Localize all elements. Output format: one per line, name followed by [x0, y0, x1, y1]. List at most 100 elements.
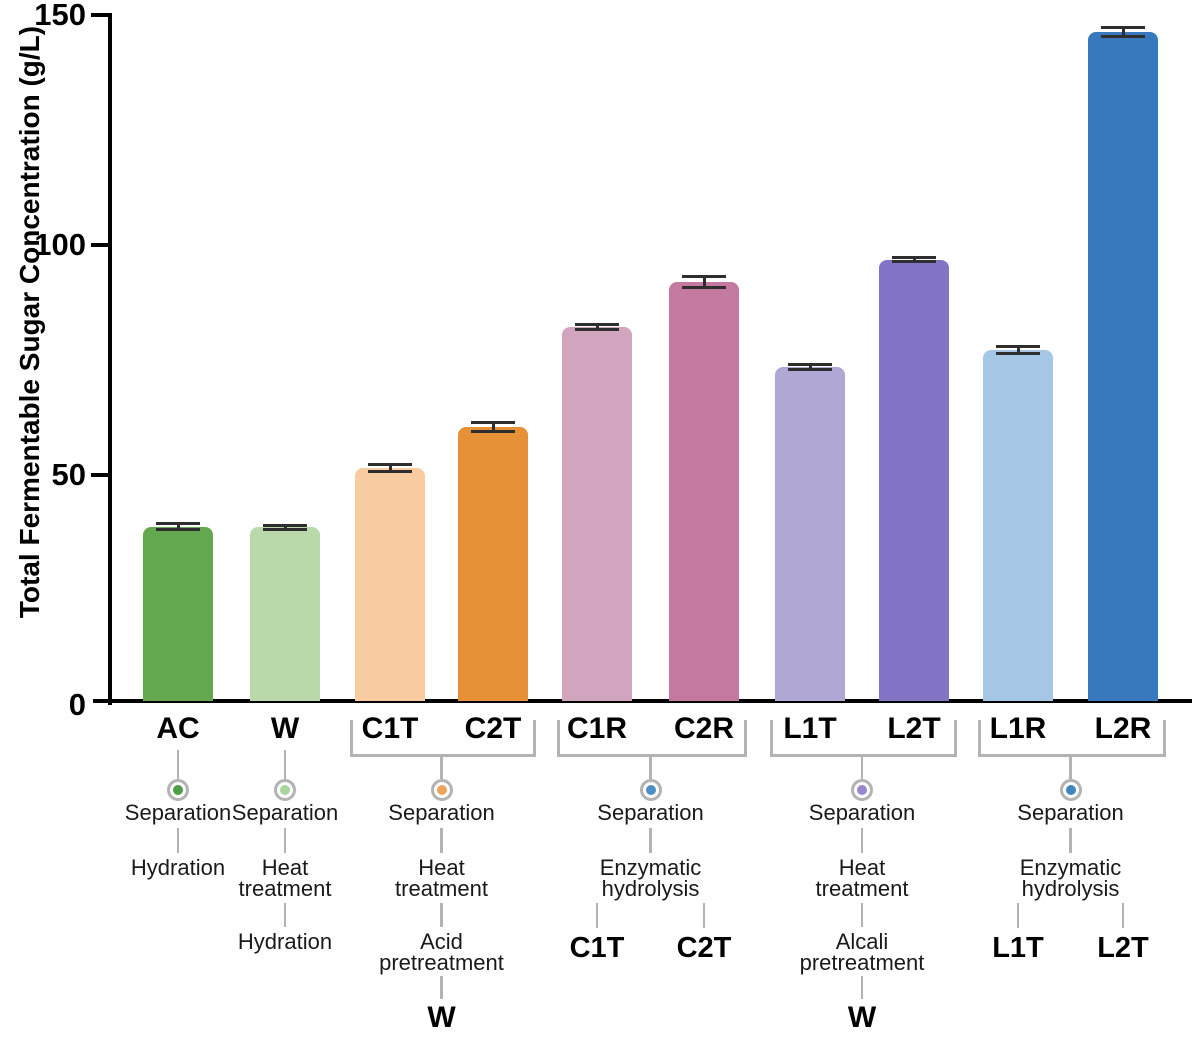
group-bracket-right-tick [744, 720, 747, 756]
y-tick [91, 13, 108, 17]
error-bar-stem [1122, 27, 1125, 37]
flow-node-dot [430, 779, 453, 801]
flow-branch-stem [702, 903, 706, 928]
flow-branch-stem [1121, 903, 1125, 928]
error-bar-cap-top [368, 462, 412, 466]
flow-step: Separation [231, 800, 339, 825]
flow-node-dot-fill [1065, 785, 1076, 795]
error-bar-cap-bottom [471, 430, 515, 434]
flow-connector [440, 976, 443, 999]
error-bar-cap-top [1101, 25, 1145, 29]
error-bar-cap-bottom [368, 470, 412, 474]
x-tick-label: C1R [566, 712, 627, 745]
flow-step: Separation [1017, 800, 1124, 825]
y-axis-title: Total Fermentable Sugar Concentration (g… [14, 25, 45, 619]
x-tick-label: C2R [673, 712, 734, 745]
error-bar-stem [492, 422, 495, 432]
flow-step: Hydration [237, 929, 333, 954]
flow-node-dot-fill [857, 785, 867, 795]
flow-step: Separation [597, 800, 704, 825]
group-bracket-right-tick [1163, 720, 1166, 756]
error-bar-cap-bottom [788, 368, 832, 372]
group-bracket-bar [557, 754, 747, 757]
x-axis-line [93, 699, 1192, 703]
flow-branch-label: L1T [992, 932, 1044, 964]
error-bar-cap-top [892, 256, 936, 260]
group-bracket-stem [860, 756, 864, 779]
group-bracket-left-tick [770, 720, 773, 756]
error-bar-cap-bottom [892, 260, 936, 264]
flow-node-dot [274, 779, 296, 801]
error-bar-cap-top [471, 421, 515, 425]
x-tick-label: C2T [464, 712, 522, 745]
flow-connector [860, 976, 864, 999]
error-bar-stem [389, 464, 392, 472]
flow-connector [440, 828, 443, 853]
y-tick-label: 150 [34, 0, 86, 32]
error-bar-cap-top [996, 345, 1040, 349]
bar [669, 281, 739, 701]
group-bracket-left-tick [978, 720, 981, 756]
flow-step: Heat treatment [395, 855, 488, 901]
group-bracket-stem [1069, 756, 1072, 779]
error-bar-stem [284, 525, 287, 530]
error-bar-cap-bottom [575, 327, 619, 331]
error-bar-stem [177, 523, 180, 530]
y-tick [91, 473, 108, 477]
error-bar-stem [596, 324, 599, 330]
group-bracket-right-tick [533, 720, 536, 756]
flow-node-dot [639, 779, 662, 801]
flow-node-dot [167, 779, 189, 801]
error-bar-cap-top [575, 323, 619, 327]
x-tick-label: L2T [887, 712, 941, 745]
flow-step: Heat treatment [238, 855, 332, 901]
y-tick-label: 0 [68, 687, 86, 722]
bar [458, 427, 528, 701]
flow-node-dot-fill [173, 785, 183, 795]
flow-connector [649, 828, 652, 853]
flow-step: Heat treatment [815, 855, 909, 901]
group-bracket-bar [978, 754, 1166, 757]
error-bar-stem [913, 257, 916, 262]
flow-node-dot-fill [645, 785, 656, 795]
flow-step: Hydration [130, 855, 226, 880]
flow-final-label: W [847, 1001, 877, 1034]
error-bar-stem [809, 364, 812, 370]
x-tick-label: L1T [783, 712, 837, 745]
error-bar-cap-bottom [263, 527, 307, 531]
bar [562, 326, 632, 701]
flow-branch-label: L2T [1097, 932, 1149, 964]
bar [1088, 32, 1158, 701]
flow-step: Separation [388, 800, 495, 825]
flow-step: Acid pretreatment [379, 929, 504, 975]
label-connector [283, 750, 287, 779]
error-bar-cap-top [156, 521, 200, 525]
flow-connector [440, 903, 443, 927]
x-tick-label: L1R [989, 712, 1047, 745]
x-tick-label: W [270, 712, 300, 745]
flow-connector [1069, 828, 1072, 853]
flow-node-dot [1059, 779, 1082, 801]
bar [775, 366, 845, 701]
flow-node-dot-fill [436, 785, 447, 795]
flow-step: Separation [124, 800, 232, 825]
error-bar-cap-top [682, 274, 726, 278]
label-connector [176, 750, 180, 779]
bar [250, 527, 320, 701]
x-tick-label: C1T [361, 712, 419, 745]
error-bar-cap-top [263, 524, 307, 528]
flow-node-dot [851, 779, 873, 801]
flow-final-label: W [427, 1001, 456, 1034]
error-bar-cap-bottom [156, 528, 200, 532]
flow-connector [283, 903, 287, 927]
group-bracket-bar [350, 754, 536, 757]
bar [143, 526, 213, 701]
y-axis-line [108, 13, 112, 705]
group-bracket-left-tick [350, 720, 353, 756]
flow-step: Enzymatic hydrolysis [599, 855, 702, 901]
flow-branch-label: C1T [569, 932, 625, 964]
flow-node-dot-fill [280, 785, 290, 795]
y-tick-label: 100 [34, 227, 86, 262]
group-bracket-right-tick [954, 720, 957, 756]
